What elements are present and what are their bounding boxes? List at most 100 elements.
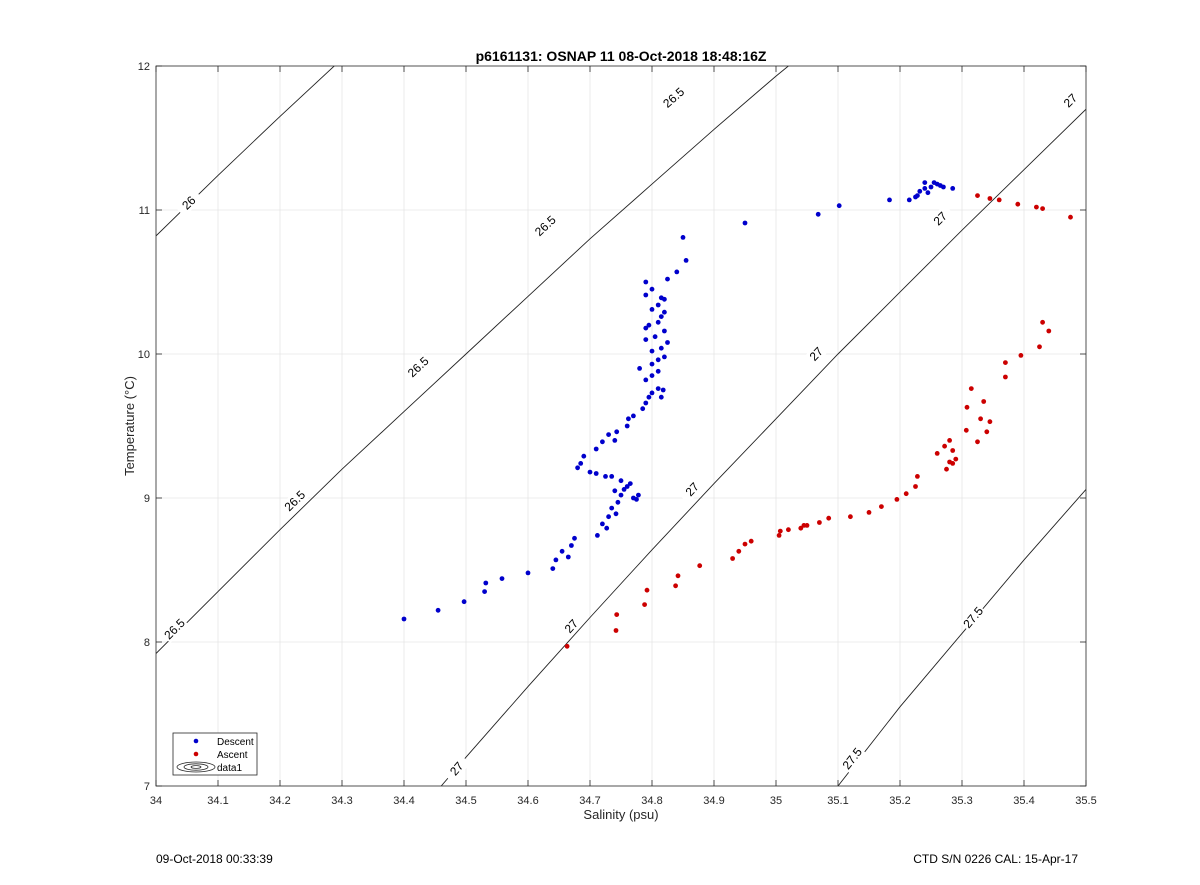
descent-point (618, 478, 624, 484)
descent-point (836, 203, 842, 209)
x-tick-label: 34.6 (517, 795, 538, 807)
ascent-point (748, 538, 754, 544)
ascent-point (564, 643, 570, 649)
legend-data1-label: data1 (217, 763, 242, 774)
isopycnal-label-bg (959, 603, 987, 632)
legend-ascent-marker (193, 751, 199, 757)
descent-point (483, 580, 489, 586)
x-tick-label: 34.1 (207, 795, 228, 807)
x-tick-label: 34.7 (579, 795, 600, 807)
descent-point (906, 197, 912, 203)
ascent-point (866, 510, 872, 515)
axis-ticks: 34 34.1 34.2 34.3 34.4 34.5 34.6 34.7 34.8 34.9 35… (138, 61, 1097, 807)
descent-point (643, 337, 649, 342)
descent-point (683, 258, 689, 263)
descent-point (887, 197, 892, 203)
ascent-point (1034, 204, 1039, 210)
descent-point (643, 377, 649, 383)
x-tick-label: 35.4 (1013, 795, 1034, 807)
ascent-point (975, 193, 980, 199)
descent-point (482, 589, 487, 594)
descent-point (621, 487, 627, 492)
isopycnal-label-bg (557, 611, 586, 641)
y-axis-label: Temperature (°C) (122, 376, 137, 476)
descent-point (662, 354, 667, 360)
descent-point (660, 387, 666, 393)
ascent-point (1046, 328, 1052, 334)
descent-point (499, 576, 505, 581)
ascent-point (903, 491, 909, 497)
isopycnal-label-bg (403, 353, 433, 381)
descent-point (606, 514, 611, 520)
descent-point (606, 432, 611, 437)
y-tick-label: 7 (144, 781, 150, 793)
footer-ctd-info: CTD S/N 0226 CAL: 15-Apr-17 (913, 852, 1078, 866)
ascent-point (742, 541, 748, 547)
isopycnal-label-bg (838, 744, 866, 774)
ascent-point (1003, 374, 1008, 380)
descent-point (609, 474, 615, 479)
ascent-point (804, 523, 810, 528)
legend: Descent Ascent data1 (172, 732, 258, 776)
descent-point (646, 394, 652, 400)
descent-point (658, 345, 664, 351)
ascent-point (675, 573, 681, 579)
isopycnal-label-bg (531, 211, 560, 240)
descent-point (649, 361, 655, 367)
descent-point (578, 461, 584, 466)
x-axis-label: Salinity (psu) (583, 807, 658, 822)
x-tick-label: 35.2 (889, 795, 910, 807)
descent-point (613, 511, 619, 517)
descent-point (674, 269, 680, 275)
footer-timestamp: 09-Oct-2018 00:33:39 (156, 852, 273, 866)
x-tick-label: 35 (770, 795, 782, 807)
descent-point (649, 373, 655, 378)
descent-point (569, 543, 574, 548)
y-tick-label: 8 (144, 637, 150, 649)
legend-descent-marker (193, 738, 199, 744)
descent-point (593, 471, 599, 476)
ascent-point (1037, 344, 1042, 350)
descent-point (627, 481, 633, 486)
ascent-point (1015, 201, 1021, 207)
ascent-point (1003, 360, 1008, 365)
descent-point (609, 505, 615, 511)
descent-point (612, 488, 618, 494)
ascent-point (934, 451, 940, 456)
ascent-point (953, 456, 959, 462)
data-points (401, 180, 1073, 649)
descent-point (624, 423, 630, 429)
ascent-point (1068, 214, 1073, 220)
x-tick-label: 35.1 (827, 795, 848, 807)
descent-point (922, 186, 928, 191)
descent-point (614, 429, 620, 435)
x-tick-label: 34.3 (331, 795, 352, 807)
descent-point (742, 220, 748, 226)
descent-point (655, 357, 661, 363)
descent-point (615, 499, 621, 505)
descent-point (600, 439, 605, 445)
ascent-point (984, 429, 990, 435)
descent-point (680, 235, 686, 240)
descent-point (603, 474, 608, 479)
descent-point (655, 368, 661, 374)
descent-point (662, 309, 667, 315)
descent-point (658, 394, 664, 400)
ascent-point (987, 196, 993, 201)
plot-background (156, 66, 1086, 786)
ascent-point (1040, 206, 1045, 212)
ascent-point (613, 628, 619, 633)
x-tick-label: 34.4 (393, 795, 414, 807)
ascent-point (975, 439, 980, 445)
descent-point (643, 400, 649, 406)
descent-point (915, 193, 920, 199)
descent-point (928, 184, 934, 190)
isopycnal-label-bg (802, 339, 831, 369)
isopycnal-label-bg (160, 614, 189, 644)
x-tick-label: 34.9 (703, 795, 724, 807)
ascent-point (786, 527, 791, 533)
descent-point (595, 533, 600, 538)
x-tick-label: 34.8 (641, 795, 662, 807)
descent-point (652, 334, 658, 340)
descent-point (922, 180, 928, 186)
